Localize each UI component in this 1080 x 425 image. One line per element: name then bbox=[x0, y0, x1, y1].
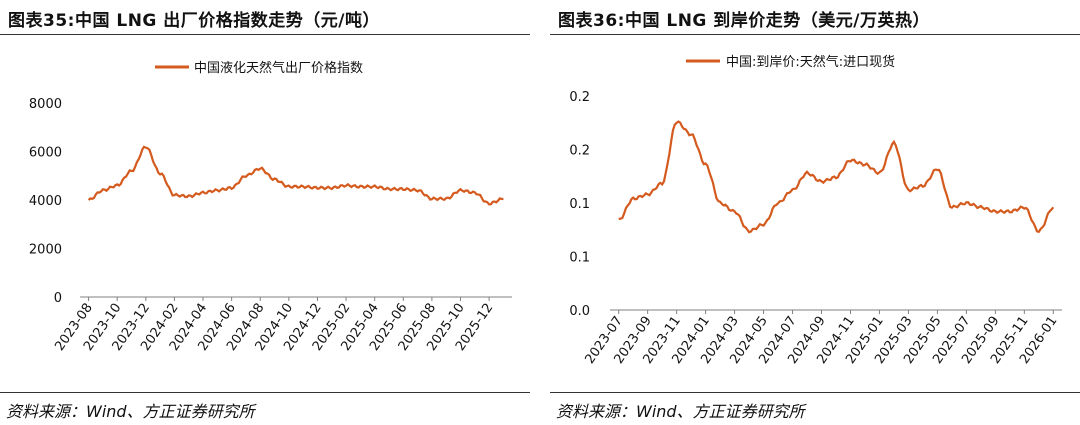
y-tick-label: 6000 bbox=[29, 146, 62, 161]
y-tick-label: 8000 bbox=[29, 97, 62, 112]
series-line bbox=[618, 120, 1055, 234]
y-tick-label: 0.1 bbox=[569, 197, 590, 212]
y-tick-label: 2000 bbox=[29, 243, 62, 258]
y-tick-label: 0.1 bbox=[569, 251, 590, 266]
chart-title: 图表36:中国 LNG 到岸价走势（美元/万英热） bbox=[558, 11, 931, 31]
lng-price-index-chart: 中国液化天然气出厂价格指数 2023-082023-102023-122024-… bbox=[29, 60, 512, 354]
title-rule bbox=[0, 34, 530, 35]
y-tick-label: 0.0 bbox=[569, 304, 590, 319]
source-rule bbox=[0, 392, 530, 393]
source-note: 资料来源：Wind、方正证券研究所 bbox=[556, 402, 805, 421]
y-tick-label: 0 bbox=[54, 291, 62, 306]
y-tick-label: 0.2 bbox=[569, 144, 590, 159]
left-chart-panel: 图表35:中国 LNG 出厂价格指数走势（元/吨） 中国液化天然气出厂价格指数 … bbox=[0, 0, 530, 425]
lng-landed-price-chart: 中国:到岸价:天然气:进口现货 2023-072023-092023-11202… bbox=[569, 54, 1062, 367]
y-tick-label: 4000 bbox=[29, 194, 62, 209]
series-line bbox=[87, 145, 504, 206]
title-rule bbox=[550, 34, 1080, 35]
source-note: 资料来源：Wind、方正证券研究所 bbox=[6, 402, 255, 421]
legend-label: 中国液化天然气出厂价格指数 bbox=[194, 60, 363, 76]
y-tick-label: 0.2 bbox=[569, 90, 590, 105]
source-rule bbox=[550, 392, 1080, 393]
chart-title: 图表35:中国 LNG 出厂价格指数走势（元/吨） bbox=[8, 11, 381, 31]
legend-label: 中国:到岸价:天然气:进口现货 bbox=[726, 54, 895, 70]
right-chart-panel: 图表36:中国 LNG 到岸价走势（美元/万英热） 中国:到岸价:天然气:进口现… bbox=[550, 0, 1080, 425]
